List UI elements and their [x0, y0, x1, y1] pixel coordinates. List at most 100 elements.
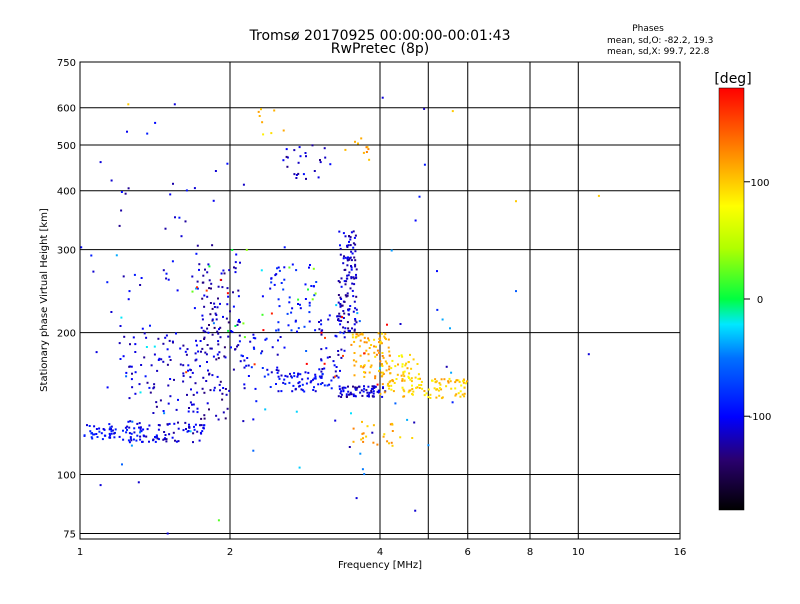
data-point	[320, 323, 323, 326]
data-point	[398, 355, 401, 358]
data-point	[414, 509, 417, 512]
data-point	[274, 274, 277, 277]
data-point	[291, 390, 294, 393]
data-point	[454, 387, 457, 390]
data-point	[351, 333, 354, 336]
y-ticks: 75 100 200 300 400 500 600 750	[57, 58, 76, 540]
data-point	[180, 235, 183, 238]
data-point	[365, 435, 368, 438]
data-point	[134, 392, 137, 395]
data-point	[211, 319, 214, 322]
data-point	[222, 315, 224, 318]
data-point	[173, 422, 176, 425]
data-point	[263, 375, 266, 378]
data-point	[438, 394, 441, 397]
data-point	[237, 295, 240, 298]
data-point	[292, 384, 295, 387]
data-point	[427, 396, 430, 398]
data-point	[391, 430, 394, 432]
data-point	[305, 155, 307, 158]
data-point	[185, 189, 188, 192]
data-point	[86, 424, 88, 427]
data-point	[288, 296, 291, 299]
data-point	[461, 393, 464, 396]
data-point	[122, 429, 124, 432]
data-point	[261, 367, 264, 369]
data-point	[237, 320, 240, 323]
data-point	[196, 430, 199, 433]
data-point	[217, 418, 220, 421]
data-point	[264, 338, 267, 341]
data-point	[139, 438, 142, 441]
data-point	[153, 353, 156, 356]
data-point	[353, 300, 356, 303]
data-point	[408, 389, 411, 392]
data-point	[223, 355, 226, 358]
data-point	[399, 436, 402, 439]
data-point	[344, 327, 347, 330]
data-point	[154, 436, 156, 438]
data-point	[127, 420, 130, 423]
data-point	[352, 385, 354, 388]
data-point	[320, 319, 322, 322]
data-point	[340, 390, 343, 393]
data-point	[109, 436, 112, 439]
data-point	[217, 297, 219, 300]
data-point	[445, 365, 448, 368]
data-point	[419, 377, 421, 380]
data-point	[275, 383, 277, 385]
data-point	[283, 266, 286, 269]
data-point	[341, 304, 344, 307]
data-point	[229, 310, 231, 313]
data-point	[284, 374, 287, 377]
data-point	[226, 303, 229, 306]
data-point	[131, 386, 134, 389]
data-point	[350, 412, 352, 415]
data-point	[351, 282, 354, 285]
data-point	[145, 435, 148, 438]
data-point	[224, 388, 227, 390]
data-point	[515, 200, 517, 203]
data-point	[177, 427, 180, 430]
data-point	[344, 148, 347, 151]
data-point	[343, 255, 345, 258]
data-point	[372, 441, 375, 444]
data-point	[185, 371, 188, 374]
data-point	[141, 327, 144, 330]
data-point	[338, 319, 341, 322]
data-point	[337, 376, 340, 379]
data-point	[403, 370, 406, 373]
data-point	[355, 321, 358, 324]
data-point	[208, 287, 211, 290]
data-point	[350, 259, 353, 262]
x-tick-label: 10	[572, 547, 585, 558]
data-point	[199, 365, 201, 368]
data-point	[390, 384, 393, 387]
data-point	[207, 263, 210, 266]
data-point	[412, 358, 415, 361]
data-point	[133, 427, 136, 430]
data-point	[110, 179, 113, 182]
data-point	[169, 378, 172, 380]
data-point	[247, 375, 250, 377]
data-point	[129, 436, 132, 439]
data-point	[384, 337, 387, 340]
data-point	[350, 277, 353, 280]
data-point	[413, 421, 416, 424]
data-point	[320, 370, 323, 373]
data-point	[234, 261, 237, 264]
data-point	[264, 408, 267, 411]
data-point	[401, 386, 404, 389]
data-point	[168, 433, 171, 436]
data-point	[148, 424, 151, 427]
data-point	[285, 155, 288, 158]
data-point	[347, 385, 349, 388]
data-point	[93, 433, 96, 436]
data-point	[235, 253, 238, 256]
data-point	[227, 321, 230, 324]
data-point	[157, 337, 160, 340]
data-point	[320, 333, 323, 336]
data-point	[448, 377, 451, 380]
data-point	[334, 334, 337, 337]
data-point	[443, 378, 446, 381]
